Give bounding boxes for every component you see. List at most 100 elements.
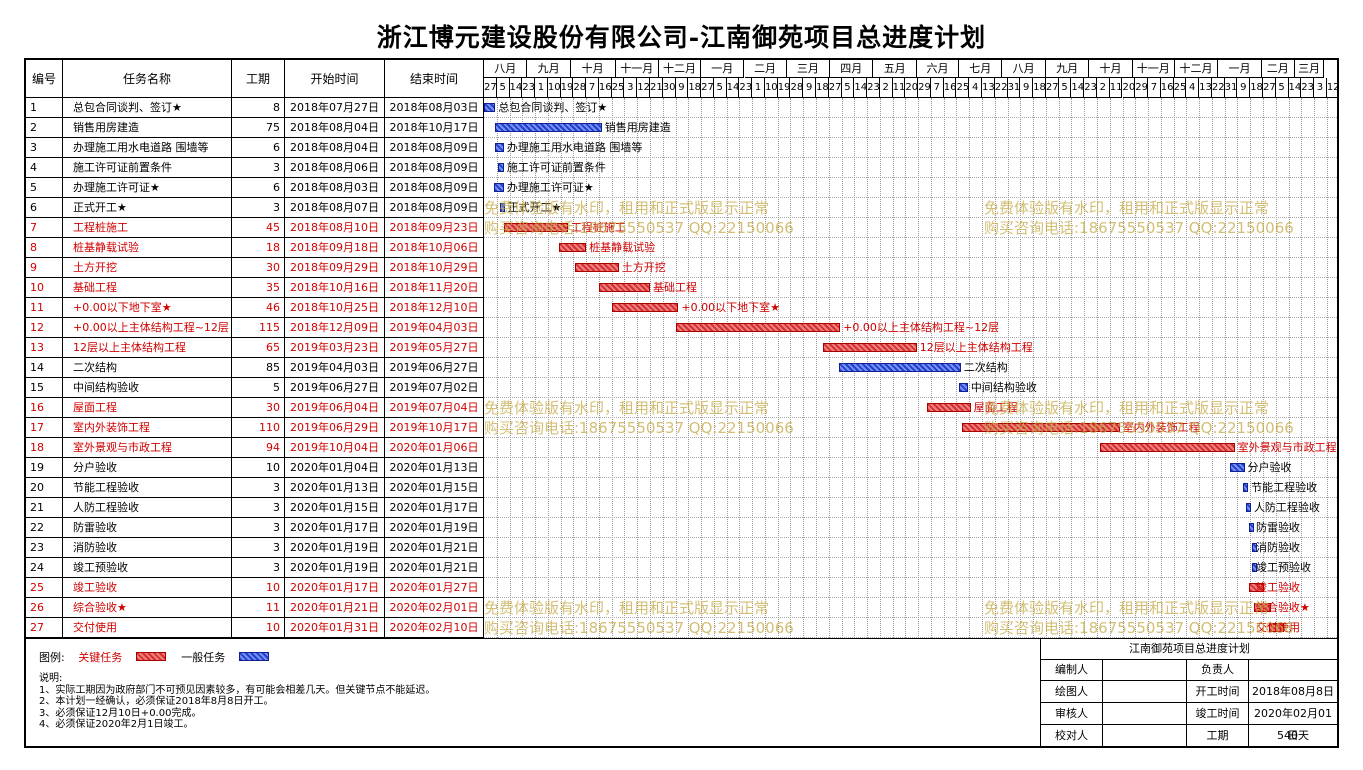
gantt-bar[interactable] xyxy=(1251,563,1257,572)
gantt-bar[interactable] xyxy=(574,263,619,272)
task-id: 16 xyxy=(26,398,63,418)
timeline-day: 19 xyxy=(560,78,574,98)
grid-line xyxy=(650,98,651,638)
table-row[interactable]: 9 土方开挖 30 2018年09月29日 2018年10月29日 xyxy=(26,258,484,278)
timeline-day: 29 xyxy=(918,78,931,98)
timeline-day: 18 xyxy=(688,78,702,98)
task-start: 2020年01月19日 xyxy=(285,538,385,558)
table-row[interactable]: 19 分户验收 10 2020年01月04日 2020年01月13日 xyxy=(26,458,484,478)
gantt-bar[interactable] xyxy=(495,143,504,152)
gantt-bar[interactable] xyxy=(611,303,679,312)
table-row[interactable]: 5 办理施工许可证★ 6 2018年08月03日 2018年08月09日 xyxy=(26,178,484,198)
gantt-bar[interactable] xyxy=(559,243,587,252)
task-start: 2020年01月13日 xyxy=(285,478,385,498)
gantt-bar[interactable] xyxy=(675,323,841,332)
table-row[interactable]: 14 二次结构 85 2019年04月03日 2019年06月27日 xyxy=(26,358,484,378)
gantt-bar[interactable] xyxy=(1268,623,1285,632)
table-row[interactable]: 3 办理施工用水电道路 围墙等 6 2018年08月04日 2018年08月09日 xyxy=(26,138,484,158)
task-name: 节能工程验收 xyxy=(63,478,232,498)
task-end: 2018年12月10日 xyxy=(385,298,484,318)
task-end: 2018年08月03日 xyxy=(385,98,484,118)
table-row[interactable]: 24 竣工预验收 3 2020年01月19日 2020年01月21日 xyxy=(26,558,484,578)
table-row[interactable]: 1 总包合同谈判、签订★ 8 2018年07月27日 2018年08月03日 xyxy=(26,98,484,118)
gantt-bar[interactable] xyxy=(499,203,505,212)
grid-line xyxy=(1173,98,1175,638)
gantt-bar[interactable] xyxy=(838,363,961,372)
table-row[interactable]: 20 节能工程验收 3 2020年01月13日 2020年01月15日 xyxy=(26,478,484,498)
table-row[interactable]: 18 室外景观与市政工程 94 2019年10月04日 2020年01月06日 xyxy=(26,438,484,458)
table-row[interactable]: 15 中间结构验收 5 2019年06月27日 2019年07月02日 xyxy=(26,378,484,398)
gantt-bar[interactable] xyxy=(1230,463,1245,472)
task-end: 2020年01月27日 xyxy=(385,578,484,598)
timeline-day: 13 xyxy=(1199,78,1212,98)
gantt-bar[interactable] xyxy=(598,283,650,292)
info-label: 绘图人 xyxy=(1041,681,1103,703)
timeline-day: 4 xyxy=(1186,78,1200,98)
timeline-day: 7 xyxy=(586,78,599,98)
table-row[interactable]: 26 综合验收★ 11 2020年01月21日 2020年02月01日 xyxy=(26,598,484,618)
gantt-bar[interactable] xyxy=(498,163,504,172)
table-row[interactable]: 16 屋面工程 30 2019年06月04日 2019年07月04日 xyxy=(26,398,484,418)
task-id: 26 xyxy=(26,598,63,618)
row-grid-line xyxy=(484,377,1337,378)
gantt-bar[interactable] xyxy=(503,223,568,232)
gantt-bar[interactable] xyxy=(1248,523,1254,532)
gantt-bar[interactable] xyxy=(1245,503,1251,512)
table-row[interactable]: 23 消防验收 3 2020年01月19日 2020年01月21日 xyxy=(26,538,484,558)
task-duration: 6 xyxy=(232,138,285,158)
task-name: 消防验收 xyxy=(63,538,232,558)
info-label2: 开工时间 xyxy=(1187,681,1249,703)
grid-line xyxy=(816,98,818,638)
task-name: 销售用房建造 xyxy=(63,118,232,138)
table-row[interactable]: 4 施工许可证前置条件 3 2018年08月06日 2018年08月09日 xyxy=(26,158,484,178)
table-row[interactable]: 12 +0.00以上主体结构工程~12层 115 2018年12月09日 2019年04… xyxy=(26,318,484,338)
task-duration: 3 xyxy=(232,198,285,218)
gantt-bar[interactable] xyxy=(1251,543,1257,552)
gantt-bar[interactable] xyxy=(484,103,496,112)
task-duration: 10 xyxy=(232,618,285,638)
row-grid-line xyxy=(484,277,1337,278)
grid-line xyxy=(1288,98,1290,638)
gantt-bar[interactable] xyxy=(962,423,1120,432)
table-row[interactable]: 22 防雷验收 3 2020年01月17日 2020年01月19日 xyxy=(26,518,484,538)
timeline-day: 5 xyxy=(1275,78,1289,98)
gantt-bar[interactable] xyxy=(823,343,917,352)
grid-line xyxy=(713,98,715,638)
grid-line xyxy=(790,98,792,638)
timeline-month: 十一月 xyxy=(1132,60,1175,78)
gantt-bar[interactable] xyxy=(1243,483,1249,492)
grid-line xyxy=(573,98,575,638)
grid-line xyxy=(1084,98,1086,638)
timeline-month: 二月 xyxy=(1261,60,1295,78)
table-row[interactable]: 27 交付使用 10 2020年01月31日 2020年02月10日 xyxy=(26,618,484,638)
info-label2: 竣工时间 xyxy=(1187,703,1249,725)
gantt-bar[interactable] xyxy=(1099,443,1235,452)
legend-critical-label: 关键任务 xyxy=(78,651,123,664)
column-header-end: 结束时间 xyxy=(385,60,484,98)
table-row[interactable]: 21 人防工程验收 3 2020年01月15日 2020年01月17日 xyxy=(26,498,484,518)
task-duration: 8 xyxy=(232,98,285,118)
gantt-bar[interactable] xyxy=(959,383,968,392)
timeline-month: 十月 xyxy=(570,60,616,78)
table-row[interactable]: 7 工程桩施工 45 2018年08月10日 2018年09月23日 xyxy=(26,218,484,238)
task-start: 2020年01月17日 xyxy=(285,518,385,538)
table-row[interactable]: 10 基础工程 35 2018年10月16日 2018年11月20日 xyxy=(26,278,484,298)
table-row[interactable]: 13 12层以上主体结构工程 65 2019年03月23日 2019年05月27日 xyxy=(26,338,484,358)
timeline-day: 16 xyxy=(598,78,612,98)
table-row[interactable]: 17 室内外装饰工程 110 2019年06月29日 2019年10月17日 xyxy=(26,418,484,438)
timeline-day: 7 xyxy=(1148,78,1161,98)
table-row[interactable]: 8 桩基静载试验 18 2018年09月18日 2018年10月06日 xyxy=(26,238,484,258)
table-row[interactable]: 2 销售用房建造 75 2018年08月04日 2018年10月17日 xyxy=(26,118,484,138)
grid-line xyxy=(1250,98,1252,638)
gantt-bar[interactable] xyxy=(493,183,504,192)
gantt-bar[interactable] xyxy=(1254,603,1272,612)
timeline-day: 9 xyxy=(1020,78,1034,98)
gantt-bar[interactable] xyxy=(1248,583,1265,592)
table-row[interactable]: 6 正式开工★ 3 2018年08月07日 2018年08月09日 xyxy=(26,198,484,218)
task-start: 2019年10月04日 xyxy=(285,438,385,458)
row-grid-line xyxy=(484,117,1337,118)
table-row[interactable]: 11 +0.00以下地下室★ 46 2018年10月25日 2018年12月10日 xyxy=(26,298,484,318)
gantt-bar[interactable] xyxy=(495,123,602,132)
table-row[interactable]: 25 竣工验收 10 2020年01月17日 2020年01月27日 xyxy=(26,578,484,598)
gantt-bar[interactable] xyxy=(926,403,971,412)
